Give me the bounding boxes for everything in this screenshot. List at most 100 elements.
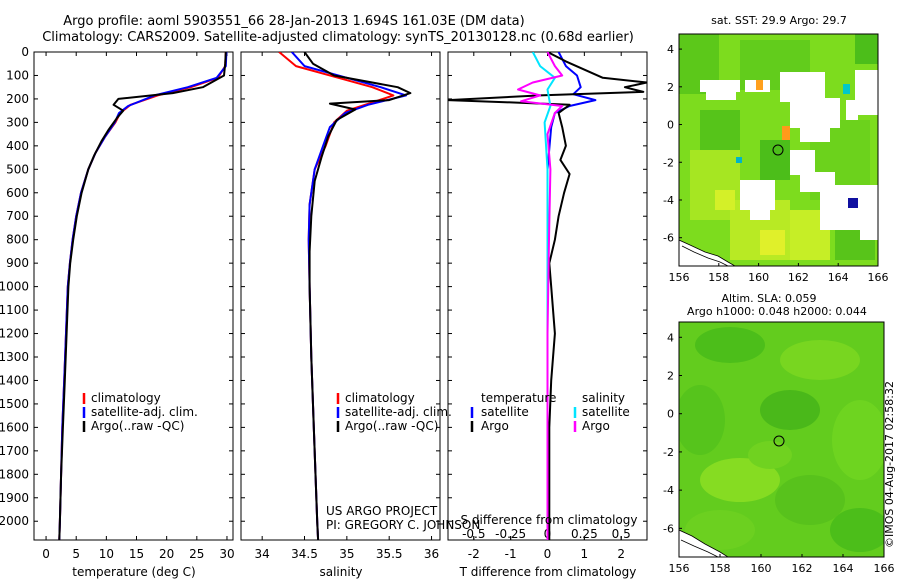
x-tick-label: 0.25 bbox=[571, 527, 598, 541]
depth-tick-label: 1700 bbox=[0, 444, 29, 458]
salinity-panel-frame bbox=[240, 51, 441, 541]
map-lat-label: 2 bbox=[667, 369, 674, 382]
depth-tick-label: 1200 bbox=[0, 327, 29, 341]
salinity-x-axis: 34 34.5 35 35.5 36 bbox=[255, 52, 439, 561]
temperature-xlabel: temperature (deg C) bbox=[72, 565, 195, 579]
sst-cool-patch bbox=[736, 157, 742, 163]
depth-tick-label: 500 bbox=[6, 162, 29, 176]
map-lon-label: 156 bbox=[669, 271, 690, 284]
map-lat-label: -2 bbox=[663, 156, 674, 169]
sst-land-coast bbox=[679, 239, 736, 266]
legend-label-s-argo: Argo bbox=[582, 419, 610, 433]
sla-map-title2: Argo h1000: 0.048 h2000: 0.044 bbox=[687, 305, 867, 318]
depth-tick-label: 900 bbox=[6, 256, 29, 270]
x-tick-label: 34 bbox=[255, 547, 270, 561]
x-tick-label: 34.5 bbox=[291, 547, 318, 561]
depth-tick-label: 200 bbox=[6, 92, 29, 106]
sst-cloud-gaps bbox=[700, 70, 878, 240]
sst-map-axes: 4 2 0 -2 -4 -6 156 158 160 162 164 166 bbox=[663, 43, 888, 284]
map-lon-label: 158 bbox=[708, 271, 729, 284]
project-credit: US ARGO PROJECT bbox=[326, 504, 438, 518]
x-tick-label: 35.5 bbox=[376, 547, 403, 561]
series-line-temperature-argo bbox=[448, 52, 647, 540]
map-lat-label: 0 bbox=[667, 119, 674, 132]
imos-timestamp-watermark: ©IMOS 04-Aug-2017 02:58:32 bbox=[883, 381, 896, 548]
difference-legend: temperature salinity satellite Argo sate… bbox=[470, 391, 630, 433]
sst-warm-patch bbox=[756, 80, 763, 90]
depth-tick-label: 300 bbox=[6, 115, 29, 129]
series-line-salinity-argo bbox=[517, 52, 564, 540]
temperature-panel-frame bbox=[33, 51, 234, 541]
x-tick-label: 15 bbox=[129, 547, 144, 561]
map-lon-label: 164 bbox=[828, 271, 849, 284]
sla-coastline bbox=[680, 539, 719, 557]
series-line-temperature-satellite bbox=[546, 52, 597, 540]
map-lon-label: 160 bbox=[748, 271, 769, 284]
series-line-climatology bbox=[278, 52, 395, 540]
sst-map-frame bbox=[678, 33, 879, 267]
depth-tick-label: 700 bbox=[6, 209, 29, 223]
temperature-series bbox=[58, 52, 228, 540]
legend-label-satellite: satellite-adj. clim. bbox=[345, 405, 452, 419]
series-line-satellite-adj-clim bbox=[58, 52, 228, 540]
series-line-argo-raw-qc bbox=[303, 52, 412, 540]
sla-field-patches bbox=[679, 327, 884, 552]
sla-argo-position-marker bbox=[773, 435, 785, 447]
depth-tick-label: 800 bbox=[6, 233, 29, 247]
sst-cold-patch bbox=[848, 198, 858, 208]
sla-map: Altim. SLA: 0.059 Argo h1000: 0.048 h200… bbox=[663, 292, 894, 575]
map-lat-label: 4 bbox=[667, 43, 674, 56]
map-lat-label: -4 bbox=[663, 194, 674, 207]
series-line-climatology bbox=[58, 52, 227, 540]
temperature-x-axis: 0 5 10 15 20 25 30 bbox=[42, 52, 235, 561]
pi-credit: PI: GREGORY C. JOHNSON bbox=[326, 518, 480, 532]
x-tick-label: 25 bbox=[189, 547, 204, 561]
sla-map-axes: 4 2 0 -2 -4 -6 156 158 160 162 164 166 bbox=[663, 331, 894, 575]
map-lat-label: 2 bbox=[667, 81, 674, 94]
legend-label-argo: Argo(..raw -QC) bbox=[345, 419, 438, 433]
difference-xlabel: T difference from climatology bbox=[459, 565, 637, 579]
map-lat-label: -6 bbox=[663, 232, 674, 245]
map-lon-label: 166 bbox=[868, 271, 889, 284]
x-tick-label: 2 bbox=[617, 547, 625, 561]
sla-map-title1: Altim. SLA: 0.059 bbox=[721, 292, 816, 305]
sst-map: sat. SST: 29.9 Argo: 29.7 bbox=[663, 14, 888, 284]
map-lon-label: 162 bbox=[792, 562, 813, 575]
map-lat-label: -6 bbox=[663, 522, 674, 535]
difference-xlabel-top: S difference from climatology bbox=[461, 513, 638, 527]
map-lon-label: 162 bbox=[788, 271, 809, 284]
x-tick-label: -0.5 bbox=[462, 527, 485, 541]
legend-label-climatology: climatology bbox=[345, 391, 415, 405]
x-tick-label: 1 bbox=[581, 547, 589, 561]
sla-map-frame bbox=[678, 321, 885, 558]
salinity-legend: climatology satellite-adj. clim. Argo(..… bbox=[326, 391, 480, 532]
depth-tick-label: 0 bbox=[21, 45, 29, 59]
x-tick-label: 20 bbox=[159, 547, 174, 561]
x-tick-label: 35 bbox=[339, 547, 354, 561]
map-lon-label: 158 bbox=[710, 562, 731, 575]
x-tick-label: -1 bbox=[505, 547, 517, 561]
depth-axis: 0 100 200 300 400 500 600 700 800 900 1000 1100 1200… bbox=[0, 45, 647, 528]
difference-series bbox=[448, 52, 647, 540]
x-tick-label: 30 bbox=[219, 547, 234, 561]
map-lat-label: 4 bbox=[667, 331, 674, 344]
depth-tick-label: 1000 bbox=[0, 280, 29, 294]
depth-tick-label: 600 bbox=[6, 186, 29, 200]
depth-tick-label: 1400 bbox=[0, 373, 29, 387]
map-lon-label: 166 bbox=[874, 562, 895, 575]
difference-x-axis: -2 -1 0 1 2-0.5 -0.25 0 0.25 0.5 bbox=[462, 52, 631, 561]
x-tick-label: -2 bbox=[468, 547, 480, 561]
salinity-series bbox=[278, 52, 412, 540]
sst-warm-patch bbox=[782, 126, 790, 140]
depth-tick-label: 400 bbox=[6, 139, 29, 153]
series-line-salinity-satellite bbox=[531, 52, 556, 540]
x-tick-label: 36 bbox=[424, 547, 439, 561]
depth-tick-label: 1600 bbox=[0, 420, 29, 434]
sla-land-coast bbox=[679, 529, 729, 557]
figure-title-line1: Argo profile: aoml 5903551_66 28-Jan-201… bbox=[63, 14, 524, 29]
map-lat-label: 0 bbox=[667, 408, 674, 421]
legend-label-argo: Argo(..raw -QC) bbox=[91, 419, 184, 433]
depth-tick-label: 1900 bbox=[0, 491, 29, 505]
